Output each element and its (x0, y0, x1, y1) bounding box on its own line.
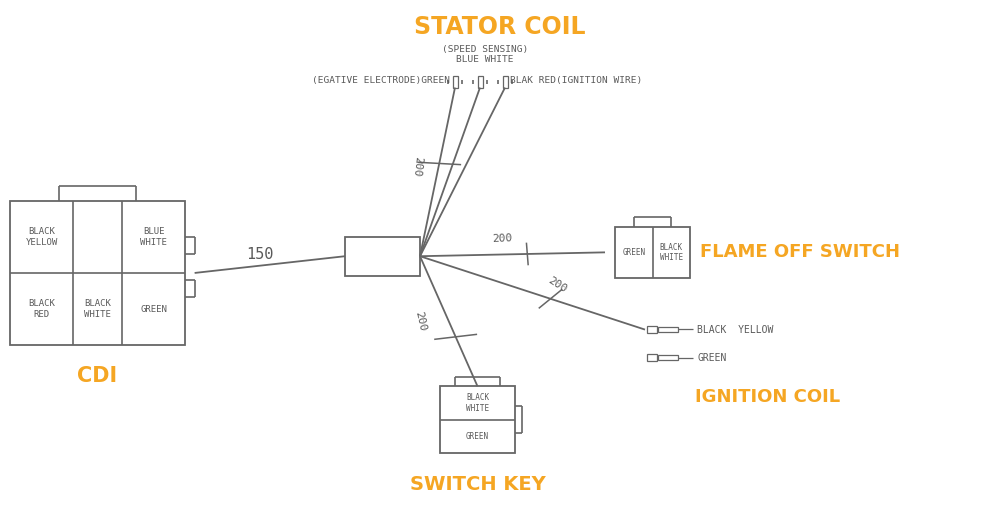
Bar (503, 76, 508, 88)
Bar (345, 237, 420, 276)
Text: GREEN: GREEN (140, 304, 167, 314)
Text: 200: 200 (492, 233, 513, 244)
Text: SWITCH KEY: SWITCH KEY (410, 475, 545, 493)
Bar (615, 227, 690, 278)
Text: BLACK  YELLOW: BLACK YELLOW (697, 324, 773, 335)
Bar (478, 76, 482, 88)
Text: BLACK
WHITE: BLACK WHITE (466, 393, 489, 413)
Text: (SPEED SENSING)
BLUE WHITE: (SPEED SENSING) BLUE WHITE (442, 45, 528, 64)
Text: STATOR COIL: STATOR COIL (414, 15, 586, 40)
Text: BLUE
WHITE: BLUE WHITE (140, 227, 167, 247)
Text: (EGATIVE ELECTRODE)GREEN: (EGATIVE ELECTRODE)GREEN (312, 76, 450, 85)
Text: BLACK
WHITE: BLACK WHITE (660, 243, 683, 262)
Bar (440, 386, 515, 453)
Text: GREEN: GREEN (466, 432, 489, 441)
Text: CDI: CDI (77, 366, 118, 386)
Bar (10, 201, 185, 345)
Text: 200: 200 (414, 310, 428, 332)
Bar (658, 355, 678, 360)
Text: FLAME OFF SWITCH: FLAME OFF SWITCH (700, 244, 900, 261)
Text: BLACK
RED: BLACK RED (28, 299, 55, 319)
Bar (647, 354, 657, 361)
Text: GREEN: GREEN (622, 248, 645, 257)
Text: BLAK RED(IGNITION WIRE): BLAK RED(IGNITION WIRE) (510, 76, 642, 85)
Bar (647, 326, 657, 333)
Text: BLACK
WHITE: BLACK WHITE (84, 299, 111, 319)
Text: BLACK
YELLOW: BLACK YELLOW (25, 227, 58, 247)
Bar (452, 76, 458, 88)
Text: GREEN: GREEN (697, 353, 726, 363)
Text: IGNITION COIL: IGNITION COIL (695, 388, 840, 405)
Bar (658, 327, 678, 332)
Text: 150: 150 (246, 247, 274, 263)
Text: 200: 200 (546, 276, 569, 295)
Text: 200: 200 (411, 156, 424, 177)
